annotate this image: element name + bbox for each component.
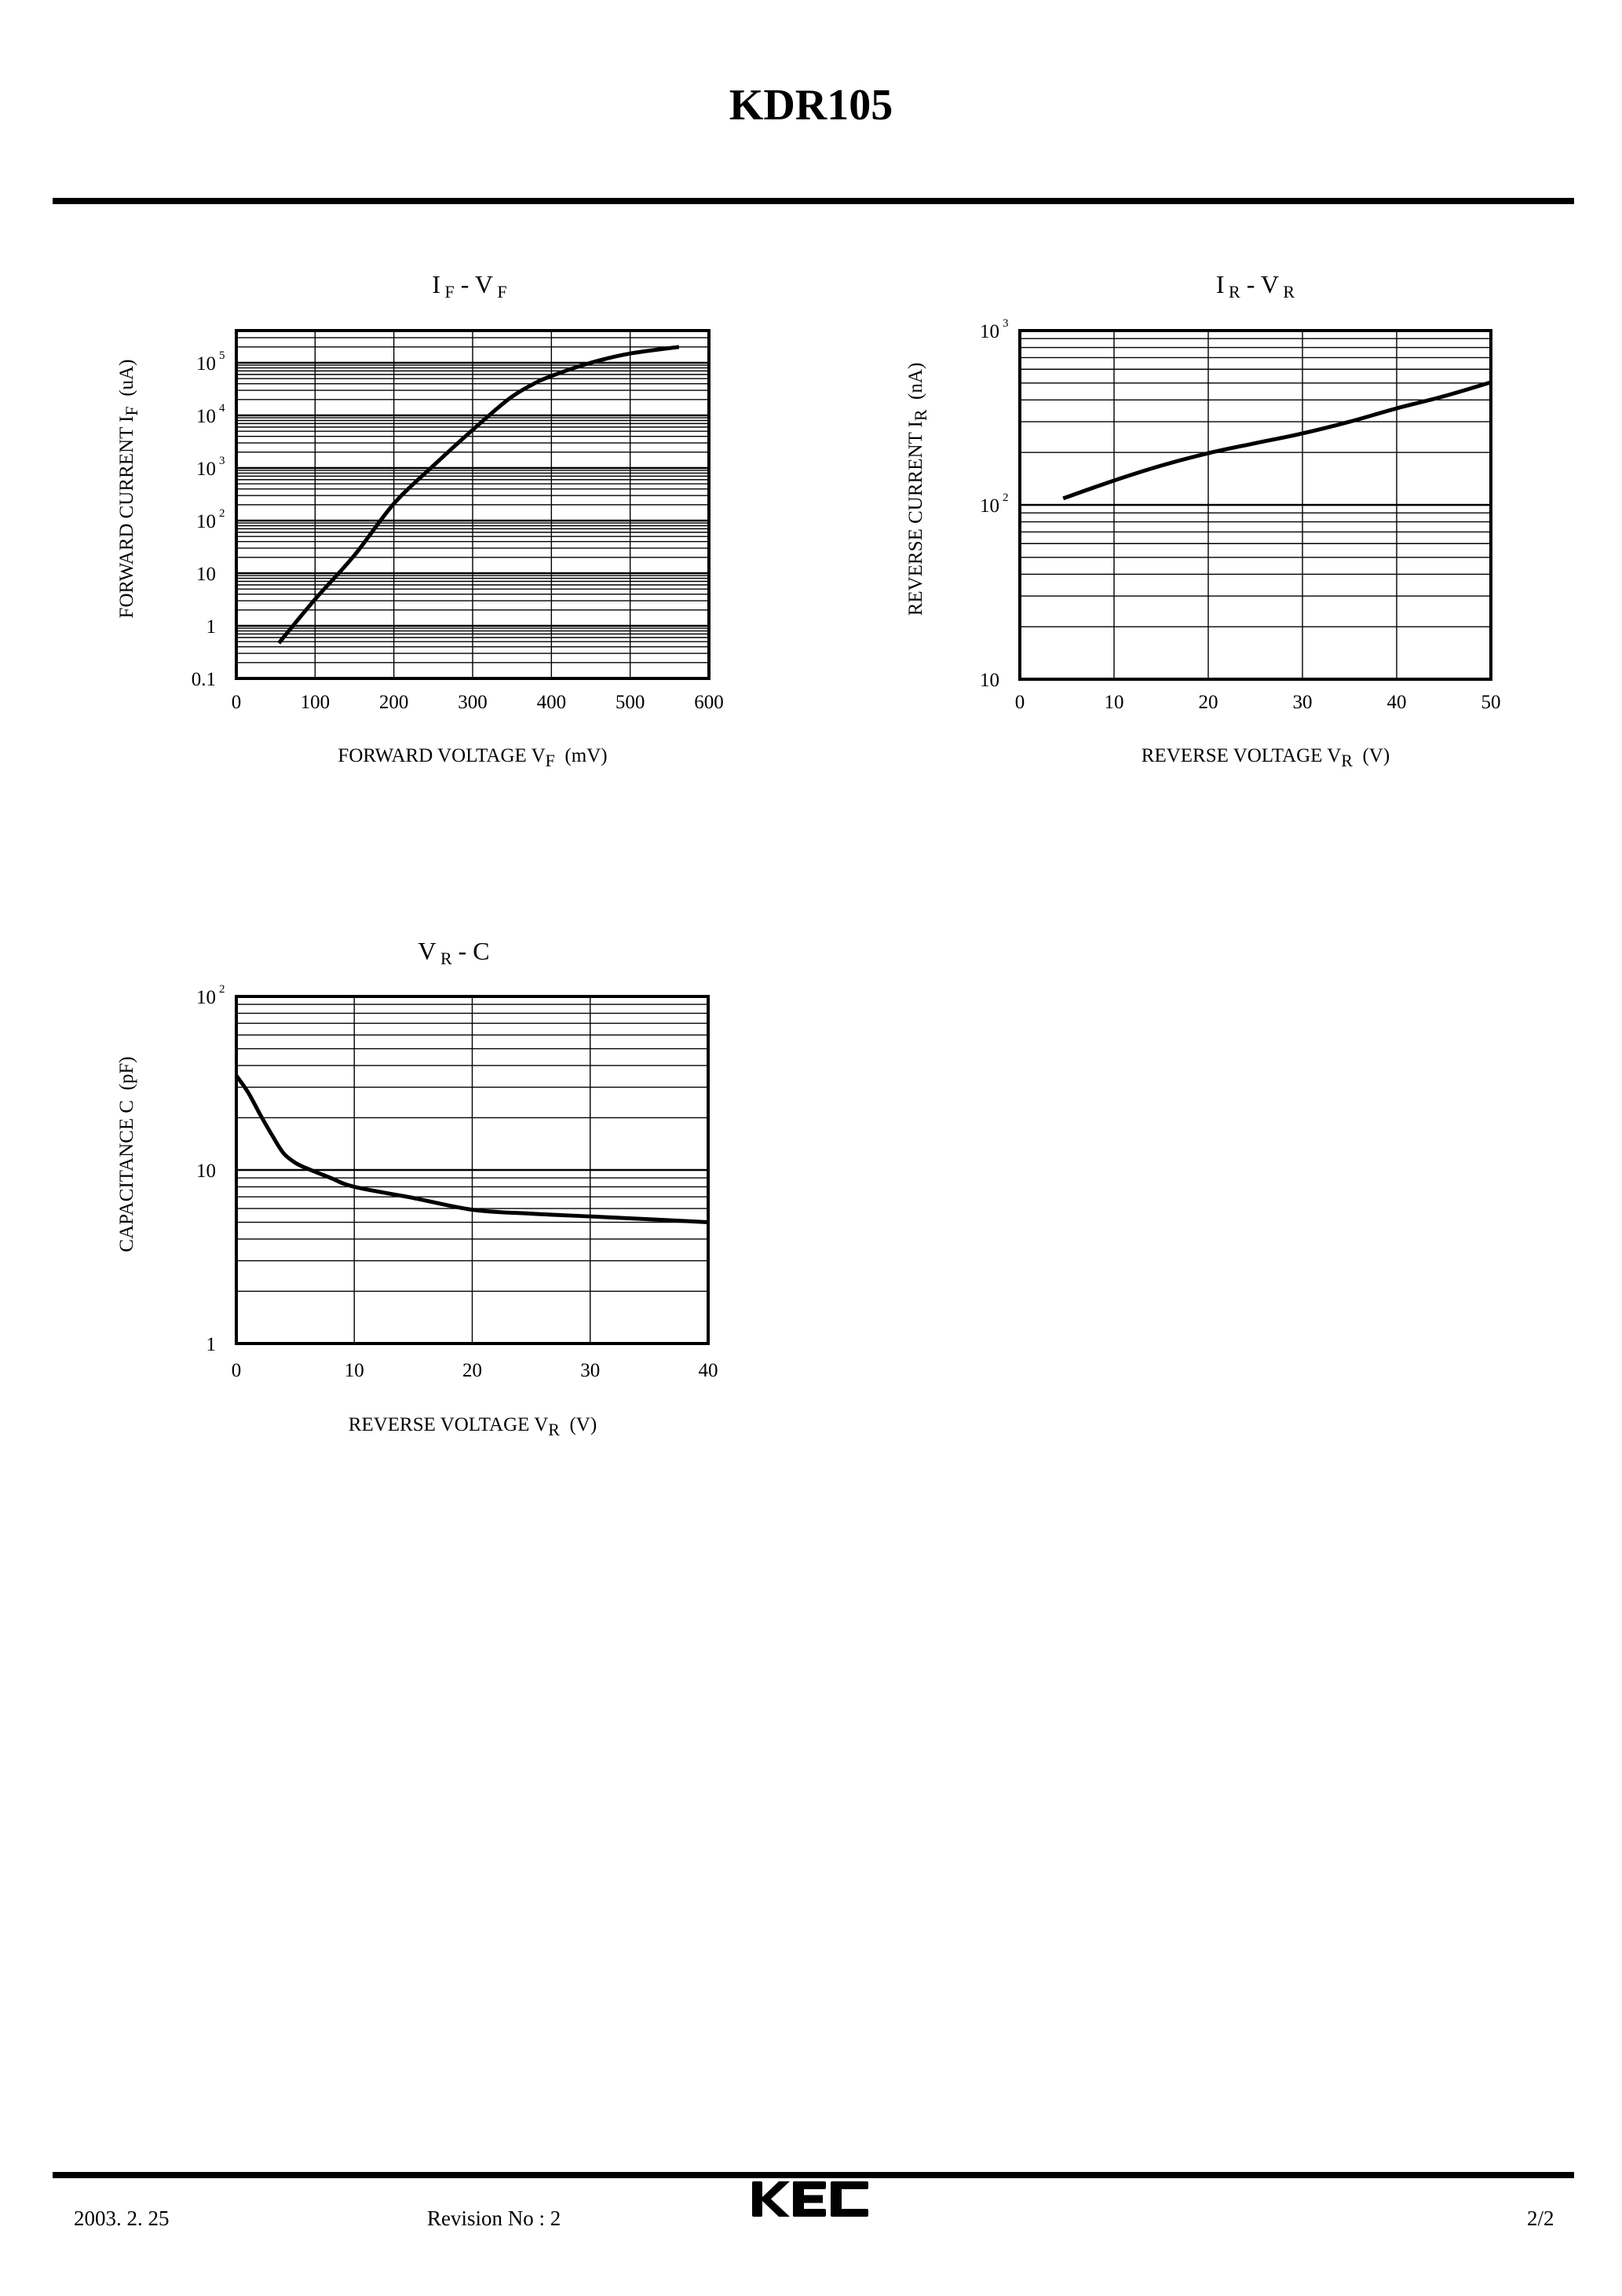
- y-tick-label: 0.1: [192, 669, 216, 690]
- y-tick-exponent: 3: [1003, 317, 1009, 330]
- chart-title: I R - V R: [1216, 270, 1295, 302]
- y-tick-label: 10: [196, 511, 216, 532]
- plot-frame: [235, 995, 710, 1345]
- chart-title: I F - V F: [432, 270, 506, 302]
- footer-rule: [53, 2172, 1574, 2178]
- x-tick-label: 500: [616, 692, 645, 713]
- y-tick-exponent: 2: [219, 507, 225, 520]
- y-tick-exponent: 3: [219, 455, 225, 467]
- grid: [1020, 331, 1491, 679]
- plot-frame: [1018, 329, 1492, 681]
- y-tick-exponent: 2: [1003, 492, 1009, 504]
- document-title: KDR105: [729, 81, 893, 130]
- y-tick-exponent: 2: [219, 983, 225, 996]
- x-axis-label: REVERSE VOLTAGE VR (V): [1142, 745, 1390, 770]
- x-tick-label: 10: [1105, 692, 1124, 713]
- x-axis-label: REVERSE VOLTAGE VR (V): [349, 1414, 597, 1439]
- plot-frame: [235, 329, 711, 680]
- chart-ir-vr: 0 10 20 30 40 50 10 10 2 10 3 I R - V R REVERSE VOLT…: [905, 270, 1501, 770]
- y-tick-exponent: 5: [219, 349, 225, 362]
- data-curve: [234, 1074, 709, 1225]
- x-axis-label: FORWARD VOLTAGE VF (mV): [338, 745, 607, 770]
- x-tick-label: 50: [1481, 692, 1501, 713]
- footer-page-number: 2/2: [1527, 2206, 1554, 2230]
- grid: [236, 331, 709, 678]
- x-tick-label: 30: [1293, 692, 1313, 713]
- x-tick-label: 20: [462, 1360, 482, 1381]
- x-tick-label: 20: [1199, 692, 1218, 713]
- x-tick-label: 0: [232, 692, 242, 713]
- x-tick-label: 400: [537, 692, 567, 713]
- header-rule: [53, 198, 1574, 204]
- x-tick-label: 40: [699, 1360, 718, 1381]
- x-tick-label: 30: [580, 1360, 600, 1381]
- x-tick-label: 300: [458, 692, 488, 713]
- kec-logo: KEC: [752, 2181, 868, 2217]
- y-tick-label: 10: [196, 406, 216, 427]
- y-tick-label: 10: [196, 459, 216, 480]
- y-axis-label: CAPACITANCE C (pF): [116, 1056, 137, 1252]
- x-tick-label: 600: [694, 692, 724, 713]
- y-axis-label: FORWARD CURRENT IF (uA): [116, 360, 141, 619]
- chart-title: V R - C: [418, 937, 489, 968]
- x-tick-label: 200: [379, 692, 409, 713]
- footer-revision: Revision No : 2: [427, 2206, 561, 2230]
- y-tick-label: 10: [980, 321, 999, 342]
- x-tick-label: 10: [345, 1360, 364, 1381]
- y-tick-label: 1: [206, 616, 217, 638]
- y-tick-label: 1: [206, 1334, 217, 1355]
- x-tick-label: 40: [1387, 692, 1407, 713]
- y-tick-exponent: 4: [219, 402, 225, 415]
- y-tick-label: 10: [196, 1161, 216, 1182]
- x-tick-label: 0: [1015, 692, 1025, 713]
- data-curve: [1062, 380, 1492, 501]
- y-tick-label: 10: [980, 670, 999, 691]
- data-curve: [277, 345, 680, 645]
- y-tick-label: 10: [980, 495, 999, 517]
- x-tick-label: 0: [232, 1360, 242, 1381]
- x-tick-label: 100: [301, 692, 331, 713]
- y-tick-label: 10: [196, 987, 216, 1008]
- footer-date: 2003. 2. 25: [74, 2206, 170, 2230]
- y-tick-label: 10: [196, 564, 216, 585]
- y-axis-label: REVERSE CURRENT IR (nA): [905, 363, 930, 616]
- y-tick-label: 10: [196, 353, 216, 375]
